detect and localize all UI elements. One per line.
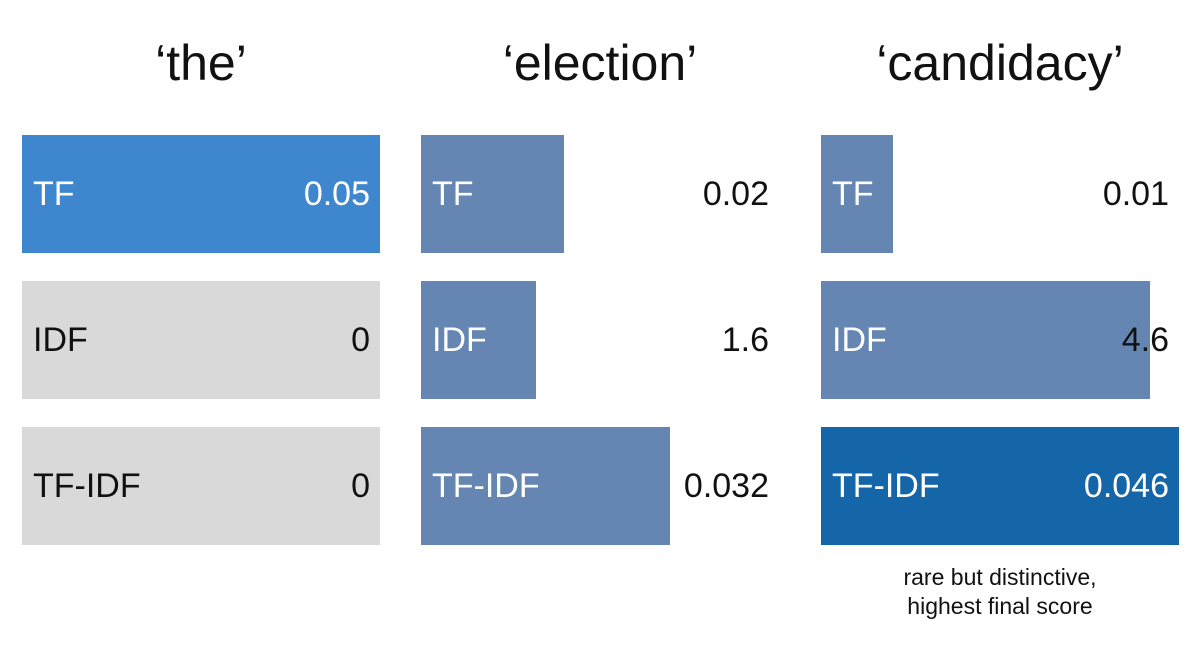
metric-value-2-0: 0.01 <box>1102 175 1169 213</box>
panel-title-1: ‘election’ <box>502 35 698 91</box>
bar-2-0 <box>821 135 893 253</box>
bar-2-2 <box>821 427 1179 545</box>
metric-label-2-1: IDF <box>832 321 887 359</box>
bar-2-1 <box>821 281 1150 399</box>
panel-title-0: ‘the’ <box>155 35 247 91</box>
metric-label-0-0: TF <box>33 175 75 213</box>
metric-label-0-1: IDF <box>33 321 88 359</box>
bar-1-1 <box>421 281 536 399</box>
metric-label-1-1: IDF <box>432 321 487 359</box>
metric-label-1-0: TF <box>432 175 474 213</box>
metric-label-1-2: TF-IDF <box>432 467 540 505</box>
metric-value-1-1: 1.6 <box>721 321 769 359</box>
metric-value-2-1: 4.6 <box>1121 321 1169 359</box>
metric-label-0-2: TF-IDF <box>33 467 141 505</box>
bar-1-2 <box>421 427 670 545</box>
bar-0-1 <box>22 281 380 399</box>
metric-label-2-0: TF <box>832 175 874 213</box>
metric-value-0-2: 0 <box>351 467 370 505</box>
metric-value-1-2: 0.032 <box>683 467 769 505</box>
metric-value-0-1: 0 <box>351 321 370 359</box>
bar-0-0 <box>22 135 380 253</box>
bar-0-2 <box>22 427 380 545</box>
metric-label-2-2: TF-IDF <box>832 467 940 505</box>
metric-value-0-0: 0.05 <box>303 175 370 213</box>
metric-value-2-2: 0.046 <box>1083 467 1169 505</box>
bar-1-0 <box>421 135 564 253</box>
metric-value-1-0: 0.02 <box>702 175 769 213</box>
panel-title-2: ‘candidacy’ <box>876 35 1124 91</box>
panel-annotation-2: rare but distinctive, highest final scor… <box>903 564 1097 620</box>
